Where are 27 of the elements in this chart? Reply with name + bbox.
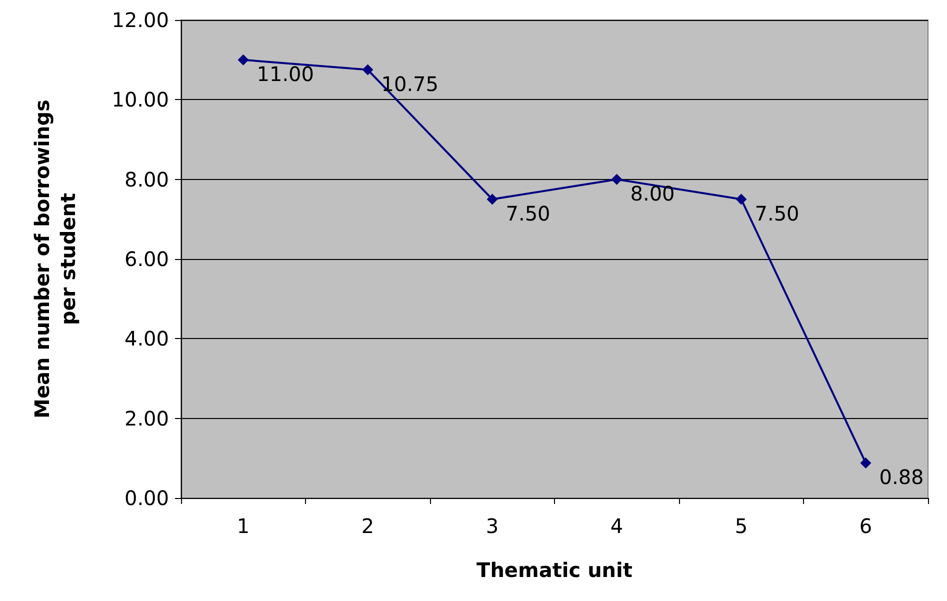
x-tick-label: 2 [361,514,374,538]
data-label: 11.00 [256,62,314,86]
data-label: 7.50 [506,201,550,226]
y-tick-label: 0.00 [124,486,169,510]
y-axis-title: Mean number of borrowings per student [30,100,80,418]
data-label: 10.75 [381,72,439,96]
point [238,54,249,66]
y-tick-label: 2.00 [124,406,169,430]
point [736,194,747,205]
point [611,174,622,185]
x-tick-label: 5 [734,514,748,538]
point [362,64,374,76]
x-tick-label: 6 [859,514,872,538]
x-tick-label: 1 [236,514,250,538]
point [486,194,498,205]
x-tick-label: 4 [610,514,624,538]
point [860,457,872,468]
x-axis-title: Thematic unit [476,558,633,582]
y-tick-label: 12.00 [112,8,169,32]
data-label: 8.00 [630,181,675,206]
x-tick-label: 3 [486,514,499,538]
y-tick-label: 8.00 [124,167,169,192]
data-label: 7.50 [754,201,800,226]
y-tick-label: 10.00 [112,88,169,112]
y-tick-label: 4.00 [124,326,169,351]
y-tick-label: 6.00 [124,247,169,271]
data-label: 0.88 [879,464,924,489]
